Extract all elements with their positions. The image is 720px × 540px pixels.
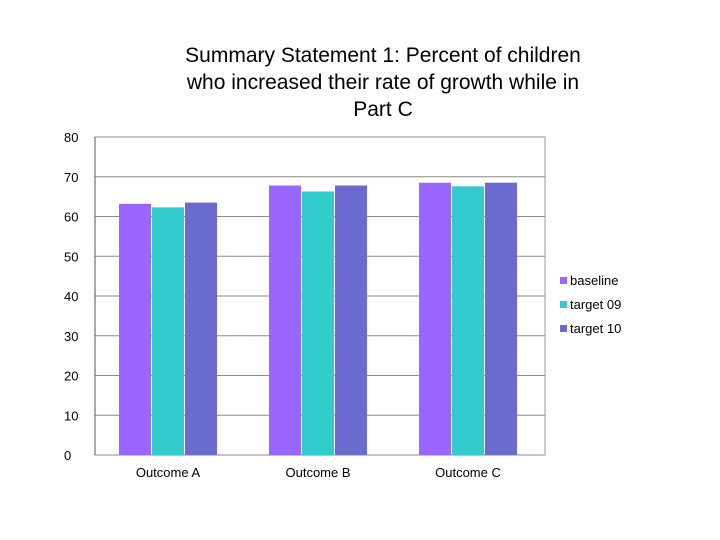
y-tick-label: 0: [64, 448, 71, 463]
bar-target-09-Outcome-C: [452, 186, 484, 456]
bars: [119, 182, 517, 456]
legend-label: target 10: [570, 321, 621, 336]
bar-baseline-Outcome-C: [419, 182, 451, 455]
bar-baseline-Outcome-B: [269, 185, 301, 455]
y-tick-label: 30: [64, 329, 78, 344]
y-tick-label: 60: [64, 210, 78, 225]
y-tick-label: 40: [64, 289, 78, 304]
y-tick-label: 10: [64, 408, 78, 423]
legend-swatch: [560, 277, 567, 284]
bar-target-10-Outcome-C: [485, 182, 517, 455]
legend-label: target 09: [570, 297, 621, 312]
axes: 0 10 20 30 40 50 60 70 80 Outcome A Outcome B Outco…: [64, 130, 501, 480]
legend-swatch: [560, 301, 567, 308]
legend-label: baseline: [570, 273, 618, 288]
bar-baseline-Outcome-A: [119, 203, 151, 455]
bar-target-10-Outcome-B: [335, 185, 367, 455]
y-tick-label: 50: [64, 249, 78, 264]
x-tick-label: Outcome B: [285, 465, 350, 480]
x-tick-label: Outcome C: [435, 465, 501, 480]
y-tick-label: 80: [64, 130, 78, 145]
legend-swatch: [560, 325, 567, 332]
legend: baseline target 09 target 10: [560, 273, 621, 336]
chart-title: Summary Statement 1: Percent of children…: [185, 44, 581, 121]
bar-target-10-Outcome-A: [185, 202, 217, 455]
x-tick-label: Outcome A: [136, 465, 201, 480]
y-tick-label: 70: [64, 170, 78, 185]
bar-target-09-Outcome-B: [302, 191, 334, 455]
y-tick-label: 20: [64, 369, 78, 384]
bar-target-09-Outcome-A: [152, 207, 184, 455]
